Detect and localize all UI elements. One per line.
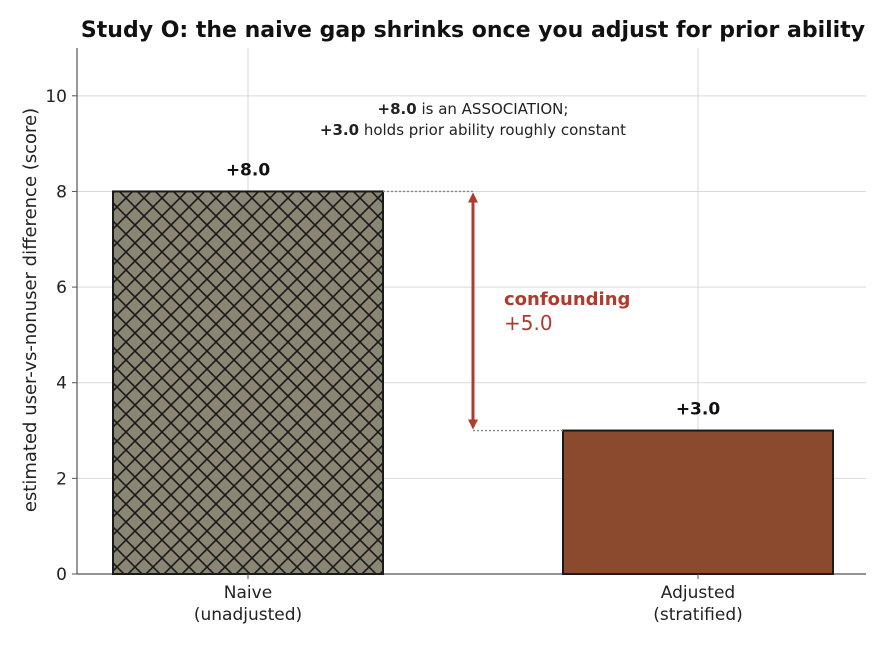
annotation-line-2-bold: +3.0 xyxy=(320,121,359,139)
y-tick-label: 10 xyxy=(45,87,67,107)
annotation-line-1-bold: +8.0 xyxy=(378,100,417,118)
bar-adjusted xyxy=(562,429,834,575)
x-tick-label-line-1: Adjusted xyxy=(661,583,735,603)
x-tick-label-line-1: Naive xyxy=(224,583,272,603)
y-tick-label: 2 xyxy=(56,469,67,489)
y-tick-label: 0 xyxy=(56,565,67,585)
bars xyxy=(112,190,834,575)
bar-value-label: +3.0 xyxy=(676,400,721,420)
confounding-label: confounding xyxy=(504,289,630,310)
y-tick-label: 6 xyxy=(56,278,67,298)
y-ticks: 0 2 4 6 8 10 xyxy=(45,87,77,585)
annotation-line-1-rest: is an ASSOCIATION; xyxy=(417,100,569,118)
x-tick-labels: Naive(unadjusted) Adjusted(stratified) xyxy=(194,574,743,625)
annotation-line-2-rest: holds prior ability roughly constant xyxy=(359,121,626,139)
bar-naive xyxy=(112,190,384,575)
confounding-annotation: confounding +5.0 xyxy=(383,190,630,432)
confounding-value: +5.0 xyxy=(504,311,553,335)
annotation: +8.0 is an ASSOCIATION; +3.0 holds prior… xyxy=(320,100,626,139)
x-tick-label-line-2: (stratified) xyxy=(653,605,743,625)
y-axis-label: estimated user-vs-nonuser difference (sc… xyxy=(20,108,41,512)
bar-value-labels: +8.0 +3.0 xyxy=(226,160,721,419)
y-tick-label: 8 xyxy=(56,182,67,202)
annotation-line-1: +8.0 is an ASSOCIATION; xyxy=(378,100,569,118)
x-tick-label-line-2: (unadjusted) xyxy=(194,605,302,625)
y-tick-label: 4 xyxy=(56,374,67,394)
annotation-line-2: +3.0 holds prior ability roughly constan… xyxy=(320,121,626,139)
bar-value-label: +8.0 xyxy=(226,160,271,180)
chart-title: Study O: the naive gap shrinks once you … xyxy=(81,18,865,43)
